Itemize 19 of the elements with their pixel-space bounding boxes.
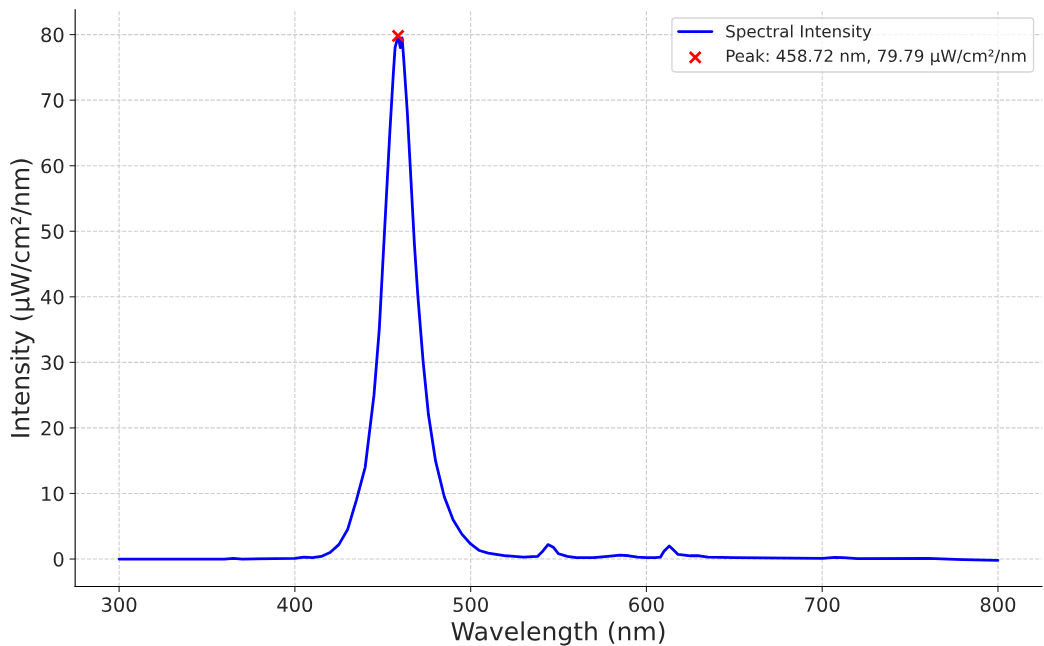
y-tick-label: 60 xyxy=(41,158,64,174)
x-tick-label: 400 xyxy=(277,597,313,613)
y-tick-label: 0 xyxy=(53,551,64,567)
x-tick-label: 700 xyxy=(805,597,840,613)
y-tick-label: 70 xyxy=(41,93,64,108)
y-axis-title: Intensity (µW/cm²/nm) xyxy=(10,159,35,437)
x-axis-title: Wavelength (nm) xyxy=(451,621,665,646)
y-tick-label: 10 xyxy=(42,486,64,502)
x-tick-label: 800 xyxy=(980,597,1016,613)
legend-label: Peak: 458.72 nm, 79.79 µW/cm²/nm xyxy=(726,49,1026,66)
y-tick-label: 30 xyxy=(41,355,64,371)
x-tick-label: 500 xyxy=(453,597,488,613)
x-tick-label: 600 xyxy=(629,597,664,613)
legend-label: Spectral Intensity xyxy=(726,24,872,41)
y-tick-label: 20 xyxy=(41,420,64,436)
x-tick-label: 300 xyxy=(102,597,137,613)
y-tick-label: 40 xyxy=(40,289,64,305)
y-tick-label: 80 xyxy=(41,27,64,43)
y-tick-label: 50 xyxy=(41,224,64,239)
